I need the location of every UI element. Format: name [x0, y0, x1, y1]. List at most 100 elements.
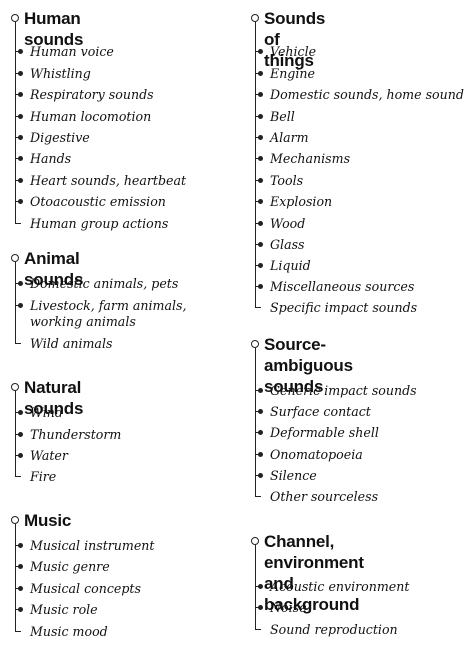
bullet-dot-icon [18, 432, 23, 437]
bullet-dot-icon [258, 114, 263, 119]
category-node-icon [251, 14, 259, 22]
bullet-dot-icon [18, 92, 23, 97]
subcategory-label: Whistling [30, 66, 91, 81]
subcategory-label: Acoustic environment [270, 579, 410, 594]
subcategory-label: Noise [270, 600, 307, 615]
subcategory-label: Heart sounds, heartbeat [30, 173, 187, 188]
bullet-dot-icon [258, 584, 263, 589]
subcategory-label: Surface contact [270, 404, 371, 419]
category-node-icon [11, 14, 19, 22]
bullet-dot-icon [258, 221, 263, 226]
tree-branch-end [15, 216, 21, 224]
bullet-dot-icon [258, 199, 263, 204]
subcategory-label: Wind [30, 405, 63, 420]
subcategory-label: Water [30, 448, 68, 463]
subcategory-label: Music mood [30, 624, 108, 639]
bullet-dot-icon [258, 156, 263, 161]
category-title: Sounds of things [264, 9, 326, 70]
subcategory-label: Domestic animals, pets [30, 276, 179, 291]
bullet-dot-icon [258, 92, 263, 97]
bullet-dot-icon [258, 409, 263, 414]
subcategory-label: Tools [270, 173, 304, 188]
subcategory-label: Specific impact sounds [270, 300, 418, 315]
bullet-dot-icon [18, 199, 23, 204]
tree-branch-end [15, 336, 21, 344]
subcategory-label: Explosion [270, 194, 333, 209]
subcategory-label: Wild animals [30, 336, 113, 351]
category-node-icon [251, 537, 259, 545]
tree-branch-end [255, 489, 261, 497]
bullet-dot-icon [258, 284, 263, 289]
subcategory-label: Wood [270, 216, 306, 231]
tree-branch-end [15, 624, 21, 632]
tree-connector-line [254, 348, 256, 496]
bullet-dot-icon [18, 49, 23, 54]
subcategory-label: Musical concepts [30, 581, 141, 596]
category-title: Music [24, 511, 72, 530]
category-node-icon [11, 254, 19, 262]
subcategory-label: Onomatopoeia [270, 447, 363, 462]
subcategory-label: Fire [30, 469, 57, 484]
tree-connector-line [14, 22, 16, 223]
subcategory-label: Liquid [270, 258, 311, 273]
subcategory-label: Respiratory sounds [30, 87, 154, 102]
subcategory-label: Alarm [270, 130, 309, 145]
bullet-dot-icon [258, 242, 263, 247]
bullet-dot-icon [18, 607, 23, 612]
tree-branch-end [255, 300, 261, 308]
subcategory-label: Human voice [30, 44, 114, 59]
bullet-dot-icon [258, 178, 263, 183]
subcategory-label: Vehicle [270, 44, 317, 59]
category-title: Human sounds [24, 9, 84, 49]
tree-connector-line [14, 391, 16, 476]
subcategory-label: Mechanisms [270, 151, 351, 166]
subcategory-label: Thunderstorm [30, 427, 122, 442]
category-node-icon [11, 383, 19, 391]
subcategory-label: Musical instrument [30, 538, 155, 553]
bullet-dot-icon [18, 564, 23, 569]
category-title: Source-ambiguous sounds [264, 335, 353, 396]
bullet-dot-icon [18, 281, 23, 286]
bullet-dot-icon [18, 453, 23, 458]
category-title: Channel, environment and background [264, 532, 364, 614]
bullet-dot-icon [18, 71, 23, 76]
subcategory-label: Generic impact sounds [270, 383, 417, 398]
bullet-dot-icon [258, 605, 263, 610]
category-title: Natural sounds [24, 378, 84, 418]
tree-connector-line [14, 262, 16, 343]
subcategory-label: Sound reproduction [270, 622, 398, 637]
bullet-dot-icon [258, 71, 263, 76]
bullet-dot-icon [258, 49, 263, 54]
subcategory-label: Miscellaneous sources [270, 279, 415, 294]
subcategory-label: Other sourceless [270, 489, 379, 504]
bullet-dot-icon [258, 430, 263, 435]
bullet-dot-icon [258, 263, 263, 268]
subcategory-label: Engine [270, 66, 315, 81]
subcategory-label: Human group actions [30, 216, 169, 231]
category-node-icon [251, 340, 259, 348]
subcategory-label: Digestive [30, 130, 90, 145]
subcategory-label: Glass [270, 237, 305, 252]
tree-connector-line [254, 22, 256, 307]
subcategory-label: Deformable shell [270, 425, 379, 440]
bullet-dot-icon [18, 543, 23, 548]
subcategory-label: Silence [270, 468, 317, 483]
bullet-dot-icon [258, 473, 263, 478]
category-node-icon [11, 516, 19, 524]
bullet-dot-icon [18, 410, 23, 415]
bullet-dot-icon [258, 388, 263, 393]
subcategory-label: Bell [270, 109, 295, 124]
bullet-dot-icon [18, 156, 23, 161]
subcategory-label: Domestic sounds, home sounds [270, 87, 464, 102]
subcategory-label: Music role [30, 602, 98, 617]
subcategory-label: Human locomotion [30, 109, 152, 124]
tree-branch-end [15, 469, 21, 477]
category-title: Animal sounds [24, 249, 84, 289]
subcategory-label: Music genre [30, 559, 110, 574]
subcategory-label: Otoacoustic emission [30, 194, 166, 209]
bullet-dot-icon [258, 135, 263, 140]
bullet-dot-icon [18, 114, 23, 119]
bullet-dot-icon [18, 135, 23, 140]
subcategory-label: Livestock, farm animals, working animals [30, 298, 187, 329]
bullet-dot-icon [18, 178, 23, 183]
